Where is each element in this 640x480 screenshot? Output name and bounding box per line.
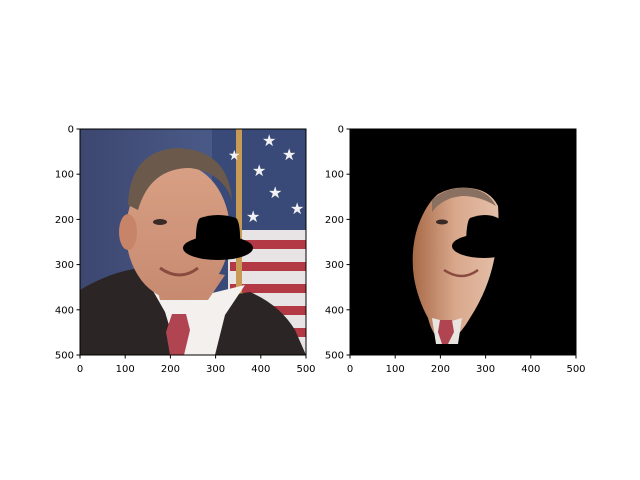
right-panel-ytick-label: 100 <box>325 170 344 181</box>
svg-text:★: ★ <box>246 207 260 226</box>
right-panel-xtick-label: 0 <box>347 364 353 375</box>
right-panel-xtick-label: 300 <box>476 364 495 375</box>
svg-text:★: ★ <box>290 199 304 218</box>
left-panel-ytick-label: 200 <box>55 215 74 226</box>
left-hat-mask <box>183 215 253 260</box>
left-panel-xtick-label: 400 <box>251 364 270 375</box>
right-panel-xtick-label: 400 <box>521 364 540 375</box>
left-photo: ★ ★ ★ ★ ★ ★ ★ <box>80 129 306 355</box>
right-panel-ytick-label: 0 <box>338 125 344 136</box>
svg-text:★: ★ <box>252 161 266 180</box>
svg-text:★: ★ <box>282 145 296 164</box>
right-panel-ytick-label: 400 <box>325 305 344 316</box>
left-panel-xtick-label: 100 <box>116 364 135 375</box>
svg-text:★: ★ <box>262 131 276 150</box>
left-panel-ytick-label: 400 <box>55 305 74 316</box>
left-panel-xtick-label: 0 <box>77 364 83 375</box>
left-panel-xtick-label: 200 <box>161 364 180 375</box>
right-panel-xtick-label: 100 <box>386 364 405 375</box>
left-panel-xtick-label: 300 <box>206 364 225 375</box>
right-panel-ytick-label: 200 <box>325 215 344 226</box>
left-axes-frame <box>79 128 307 356</box>
svg-text:★: ★ <box>228 148 241 164</box>
right-axes-frame <box>349 128 577 356</box>
left-panel-ytick-label: 100 <box>55 170 74 181</box>
left-panel-ytick-label: 300 <box>55 260 74 271</box>
svg-text:★: ★ <box>268 183 282 202</box>
left-panel-ytick-label: 500 <box>55 351 74 362</box>
left-panel-ytick-label: 0 <box>68 125 74 136</box>
right-panel-ytick-label: 500 <box>325 351 344 362</box>
right-panel-xtick-label: 200 <box>431 364 450 375</box>
left-panel-xtick-label: 500 <box>296 364 315 375</box>
right-panel-xtick-label: 500 <box>566 364 585 375</box>
right-hat-mask <box>452 215 516 258</box>
right-panel-ytick-label: 300 <box>325 260 344 271</box>
